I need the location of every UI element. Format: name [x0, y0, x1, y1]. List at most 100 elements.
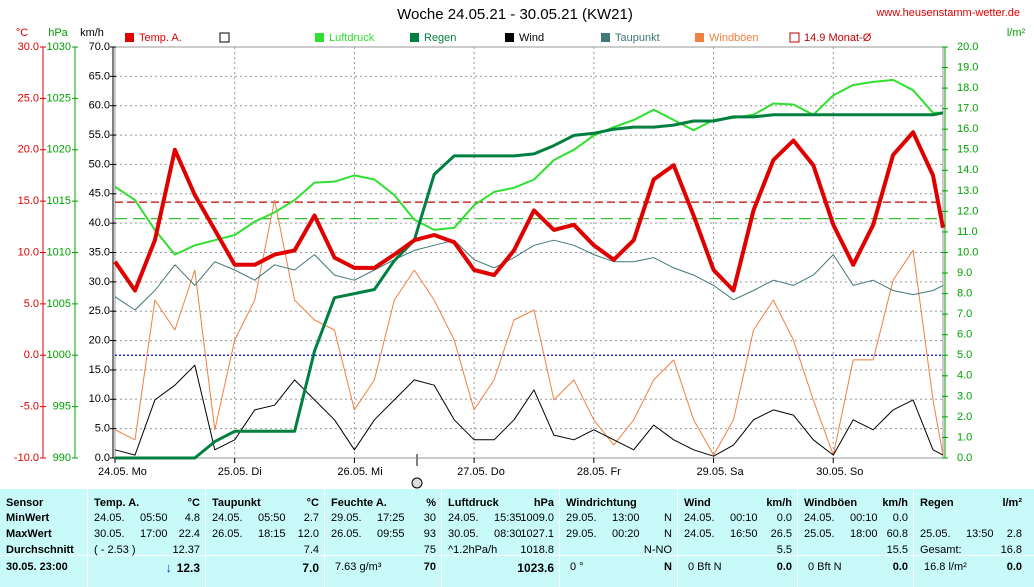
cell-date: 30.05. — [94, 528, 125, 540]
cell-value: 12.3 — [176, 561, 200, 575]
legend-swatch — [315, 33, 324, 42]
cell-date: 25.05. — [804, 528, 835, 540]
cell-value: 70 — [423, 561, 436, 573]
legend-label: Temp. A. — [139, 32, 182, 44]
cell-value: 0.0 — [1006, 561, 1022, 573]
cell-value: 16.8 — [1000, 544, 1022, 556]
legend-label: Luftdruck — [329, 32, 375, 44]
y-tick-label: -5.0 — [20, 401, 39, 413]
cell-date: 29.05. — [331, 512, 362, 524]
x-tick-label: 28.05. Fr — [577, 466, 621, 478]
y-tick-label: 1020 — [47, 144, 71, 156]
cell-value: 5.5 — [776, 544, 792, 556]
cell-value: N — [664, 561, 672, 573]
y-tick-label: 7.0 — [957, 308, 972, 320]
cell-time: 17:00 — [140, 528, 168, 540]
series-line — [114, 364, 944, 457]
cell-value: 30 — [423, 512, 436, 524]
cell-date: 24.05. — [448, 512, 479, 524]
y-tick-label: 3.0 — [957, 390, 972, 402]
y-tick-label: 55.0 — [89, 129, 110, 141]
cell-time: 00:10 — [850, 512, 878, 524]
cell-value: 75 — [423, 544, 436, 556]
series-line — [113, 130, 945, 293]
y-tick-label: 20.0 — [89, 334, 110, 346]
cell-note: 0 Bft N — [808, 561, 842, 573]
axis-unit: °C — [16, 27, 28, 39]
cell-value: 0.0 — [892, 512, 908, 524]
y-tick-label: 8.0 — [957, 288, 972, 300]
current-row-band — [0, 555, 1034, 556]
cell-value: 0.0 — [776, 512, 792, 524]
cell-note: Gesamt: — [920, 544, 962, 556]
legend-swatch — [125, 33, 134, 42]
column-unit: hPa — [533, 497, 554, 509]
column-separator — [205, 489, 206, 587]
cell-note: 7.63 g/m³ — [335, 561, 382, 573]
y-tick-label: 990 — [53, 452, 71, 464]
cell-value: 26.5 — [770, 528, 792, 540]
y-tick-label: 9.0 — [957, 267, 972, 279]
y-tick-label: 0.0 — [95, 452, 110, 464]
cell-time: 16:50 — [730, 528, 758, 540]
y-tick-label: 40.0 — [89, 217, 110, 229]
y-tick-label: 1010 — [47, 246, 71, 258]
legend-swatch — [789, 32, 800, 43]
cell-note: 16.8 l/m² — [924, 561, 967, 573]
y-tick-label: 5.0 — [24, 298, 39, 310]
cell-date: 30.05. — [448, 528, 479, 540]
y-tick-label: 0.0 — [957, 452, 972, 464]
legend-blank — [219, 32, 230, 43]
y-tick-label: 65.0 — [89, 70, 110, 82]
cell-time: 05:50 — [140, 512, 168, 524]
cell-time: 13:50 — [966, 528, 994, 540]
y-tick-label: 20.0 — [957, 41, 978, 53]
cell-date: 24.05. — [684, 528, 715, 540]
column-title: Temp. A. — [94, 497, 140, 509]
y-tick-label: 15.0 — [957, 144, 978, 156]
legend-swatch — [505, 33, 514, 42]
y-tick-label: 20.0 — [18, 144, 39, 156]
trend-arrow: ↓ — [165, 560, 173, 575]
column-unit: °C — [306, 497, 319, 509]
column-title: Taupunkt — [212, 497, 261, 509]
y-tick-label: 995 — [53, 401, 71, 413]
column-separator — [797, 489, 798, 587]
column-separator — [913, 489, 914, 587]
y-tick-label: 35.0 — [89, 246, 110, 258]
y-tick-label: 30.0 — [89, 276, 110, 288]
legend-label: Wind — [519, 32, 544, 44]
cell-date: 26.05. — [212, 528, 243, 540]
cell-value: 93 — [423, 528, 436, 540]
series-line — [114, 199, 944, 456]
cell-value: 1023.6 — [517, 561, 554, 575]
cursor-handle — [411, 477, 423, 489]
y-tick-label: 30.0 — [18, 41, 39, 53]
y-tick-label: 50.0 — [89, 158, 110, 170]
cell-date: 24.05. — [212, 512, 243, 524]
series-line — [114, 239, 944, 311]
cell-time: 13:00 — [612, 512, 640, 524]
y-tick-label: 25.0 — [18, 92, 39, 104]
legend-swatch — [410, 33, 419, 42]
column-separator — [324, 489, 325, 587]
cell-note: 0 ° — [570, 561, 584, 573]
cell-value: 60.8 — [886, 528, 908, 540]
y-tick-label: 1000 — [47, 349, 71, 361]
column-unit: km/h — [882, 497, 908, 509]
cell-time: 09:55 — [377, 528, 405, 540]
cell-date: 24.05. — [804, 512, 835, 524]
chart-title: Woche 24.05.21 - 30.05.21 (KW21) — [397, 6, 633, 23]
cell-value: N — [664, 528, 672, 540]
cell-value: 12.0 — [297, 528, 319, 540]
y-tick-label: 1030 — [47, 41, 71, 53]
cell-date: 24.05. — [94, 512, 125, 524]
y-tick-label: 15.0 — [89, 364, 110, 376]
x-tick-label: 25.05. Di — [218, 466, 262, 478]
cell-value: 1027.1 — [520, 528, 554, 540]
legend-label: Taupunkt — [615, 32, 660, 44]
y-tick-label: 18.0 — [957, 82, 978, 94]
cell-value: 4.8 — [184, 512, 200, 524]
cell-time: 05:50 — [258, 512, 286, 524]
